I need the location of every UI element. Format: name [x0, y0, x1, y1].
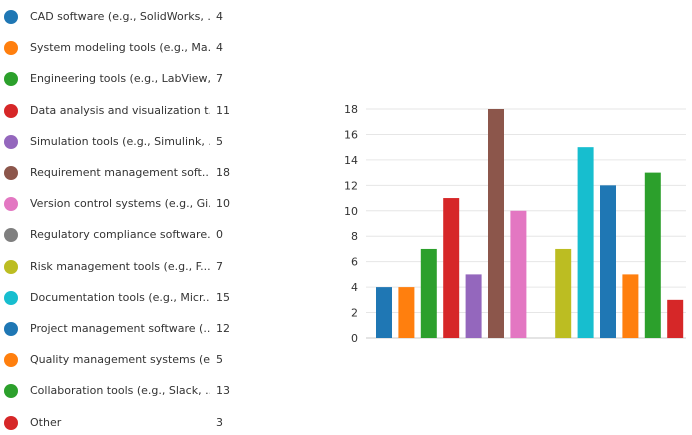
legend-item[interactable]: Regulatory compliance software... 0 [0, 225, 240, 247]
bar[interactable]: Documentation tools (e.g., Micr...: 15 [577, 147, 594, 338]
legend-item[interactable]: Project management software (... 12 [0, 319, 240, 341]
legend-count: 10 [216, 197, 230, 211]
legend-item[interactable]: CAD software (e.g., SolidWorks, ... 4 [0, 7, 240, 29]
bar[interactable]: Engineering tools (e.g., LabView,...: 7 [420, 248, 437, 338]
legend-item[interactable]: Quality management systems (e... 5 [0, 350, 240, 372]
legend-color-dot [4, 10, 18, 24]
legend-label: CAD software (e.g., SolidWorks, ... [30, 10, 210, 23]
legend-count: 11 [216, 103, 230, 117]
legend-count: 3 [216, 415, 223, 429]
legend-count: 5 [216, 353, 223, 367]
legend-count: 15 [216, 290, 230, 304]
legend-label: Other [30, 415, 62, 429]
bar[interactable]: Version control systems (e.g., Gi...: 10 [510, 210, 527, 338]
bar[interactable]: Project management software (...: 12 [600, 185, 616, 338]
legend-count: 7 [216, 259, 223, 273]
y-tick-label: 14 [344, 154, 358, 167]
bar[interactable]: CAD software (e.g., SolidWorks, ...: 4 [376, 287, 392, 338]
legend-color-dot [4, 228, 18, 243]
legend-color-dot [4, 290, 18, 305]
bar[interactable]: Requirement management soft...: 18 [488, 109, 504, 338]
bar[interactable]: Data analysis and visualization t...: 11 [443, 198, 460, 338]
legend-label: Regulatory compliance software... [30, 228, 210, 242]
legend-color-dot [4, 353, 18, 368]
legend-label: Quality management systems (e... [30, 353, 210, 367]
legend-color-dot [4, 134, 18, 149]
legend-label: Simulation tools (e.g., Simulink, ... [30, 134, 210, 148]
bar[interactable]: Collaboration tools (e.g., Slack, ...: 1… [644, 172, 661, 338]
legend-count: 13 [216, 384, 230, 398]
legend-count: 18 [216, 166, 230, 179]
legend-item[interactable]: System modeling tools (e.g., Ma... 4 [0, 38, 240, 60]
y-tick-label: 2 [351, 307, 358, 320]
legend-item[interactable]: Data analysis and visualization t... 11 [0, 101, 240, 123]
legend-count: 5 [216, 134, 223, 148]
legend-color-dot [4, 166, 18, 180]
y-tick-label: 10 [344, 205, 358, 218]
legend-color-dot [4, 259, 18, 274]
legend-count: 12 [216, 322, 230, 335]
legend-label: System modeling tools (e.g., Ma... [30, 41, 210, 55]
legend-item[interactable]: Engineering tools (e.g., LabView,... 7 [0, 69, 240, 91]
legend-label: Project management software (... [30, 322, 210, 335]
legend-color-dot [4, 41, 18, 56]
legend-label: Version control systems (e.g., Gi... [30, 197, 210, 211]
legend-item[interactable]: Documentation tools (e.g., Micr... 15 [0, 288, 240, 310]
y-tick-label: 8 [351, 230, 358, 243]
legend-item[interactable]: Simulation tools (e.g., Simulink, ... 5 [0, 132, 240, 154]
legend-item[interactable]: Version control systems (e.g., Gi... 10 [0, 194, 240, 216]
bar[interactable]: System modeling tools (e.g., Ma...: 4 [398, 287, 415, 338]
legend-color-dot [4, 197, 18, 212]
y-tick-label: 12 [344, 179, 358, 192]
legend-label: Documentation tools (e.g., Micr... [30, 290, 210, 304]
legend-item[interactable]: Risk management tools (e.g., F... 7 [0, 257, 240, 279]
y-tick-label: 0 [351, 332, 358, 345]
legend-item[interactable]: Other 3 [0, 413, 240, 435]
legend-label: Data analysis and visualization t... [30, 103, 210, 117]
legend-label: Engineering tools (e.g., LabView,... [30, 72, 210, 86]
bar[interactable]: Other: 3 [667, 299, 684, 338]
legend-label: Requirement management soft... [30, 166, 210, 179]
bar[interactable]: Quality management systems (e...: 5 [622, 274, 639, 338]
bar[interactable]: Simulation tools (e.g., Simulink, ...: 5 [465, 274, 482, 338]
legend-color-dot [4, 415, 18, 430]
y-tick-label: 4 [351, 281, 358, 294]
y-tick-label: 6 [351, 256, 358, 269]
legend-count: 7 [216, 72, 223, 86]
legend-count: 4 [216, 41, 223, 55]
y-tick-label: 16 [344, 128, 358, 141]
bar-chart: 0 2 4 6 8 10 12 14 16 18 CAD software (e.g., Solid… [330, 96, 692, 350]
legend-color-dot [4, 384, 18, 399]
legend-color-dot [4, 72, 18, 87]
legend-label: Risk management tools (e.g., F... [30, 259, 210, 273]
legend-item[interactable]: Requirement management soft... 18 [0, 163, 240, 185]
bar[interactable]: Risk management tools (e.g., F...: 7 [555, 248, 572, 338]
y-tick-label: 18 [344, 103, 358, 116]
legend-label: Collaboration tools (e.g., Slack, ... [30, 384, 210, 398]
legend-count: 4 [216, 10, 223, 23]
legend-color-dot [4, 322, 18, 336]
bar-chart-svg: 0 2 4 6 8 10 12 14 16 18 CAD software (e.g., Solid… [344, 103, 686, 345]
legend-count: 0 [216, 228, 223, 242]
legend-item[interactable]: Collaboration tools (e.g., Slack, ... 13 [0, 381, 240, 403]
legend-color-dot [4, 103, 18, 118]
